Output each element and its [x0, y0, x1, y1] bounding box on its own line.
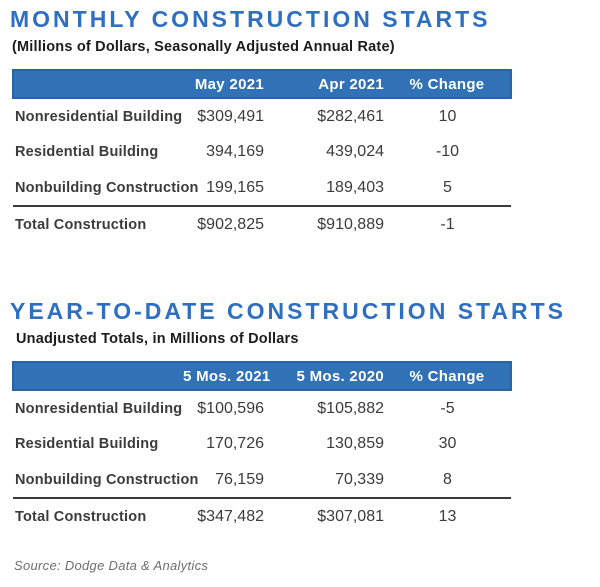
row-label: Total Construction: [15, 216, 147, 233]
table-row: Residential Building 170,726 130,859 30: [13, 426, 511, 462]
value-current-period: $347,482: [197, 507, 264, 525]
row-label: Nonresidential Building: [15, 108, 183, 125]
col-header-period1: 5 Mos. 2021: [183, 367, 271, 385]
table-row: Nonresidential Building $309,491 $282,46…: [13, 98, 511, 134]
total-row: Total Construction $902,825 $910,889 -1: [13, 206, 511, 242]
year-to-date-section: YEAR-TO-DATE CONSTRUCTION STARTS Unadjus…: [0, 298, 600, 534]
table-row: Residential Building 394,169 439,024 -10: [13, 134, 511, 170]
value-prior-period: 439,024: [326, 143, 384, 160]
row-label: Nonbuilding Construction: [15, 471, 199, 488]
table-row: Nonresidential Building $100,596 $105,88…: [13, 390, 511, 426]
value-prior-period: $282,461: [317, 107, 384, 125]
value-prior-period: 189,403: [326, 178, 384, 196]
col-header-period1: May 2021: [194, 75, 264, 93]
row-label: Total Construction: [15, 508, 147, 525]
col-header-period2: 5 Mos. 2020: [296, 367, 384, 385]
ytd-table-header: 5 Mos. 2021 5 Mos. 2020 % Change: [13, 362, 511, 390]
ytd-title: YEAR-TO-DATE CONSTRUCTION STARTS: [10, 298, 566, 324]
value-current-period: $100,596: [197, 399, 264, 417]
monthly-subtitle: (Millions of Dollars, Seasonally Adjuste…: [12, 39, 395, 55]
value-pct-change: -1: [440, 215, 455, 233]
monthly-table: May 2021 Apr 2021 % Change Nonresidentia…: [12, 69, 512, 242]
table-row: Nonbuilding Construction 76,159 70,339 8: [13, 462, 511, 498]
row-label: Residential Building: [15, 436, 159, 452]
value-pct-change: -5: [440, 399, 455, 417]
value-pct-change: 5: [443, 178, 452, 196]
col-header-blank: [13, 362, 183, 390]
col-header-change: % Change: [409, 75, 485, 93]
total-row: Total Construction $347,482 $307,081 13: [13, 498, 511, 534]
value-current-period: $309,491: [197, 107, 264, 125]
col-header-blank: [13, 70, 183, 98]
value-pct-change: 8: [443, 470, 452, 488]
value-prior-period: $105,882: [317, 399, 384, 417]
value-prior-period: $910,889: [317, 215, 384, 233]
monthly-section: MONTHLY CONSTRUCTION STARTS (Millions of…: [0, 6, 600, 242]
col-header-change: % Change: [409, 367, 485, 385]
monthly-table-header: May 2021 Apr 2021 % Change: [13, 70, 511, 98]
table-row: Nonbuilding Construction 199,165 189,403…: [13, 170, 511, 206]
row-label: Residential Building: [15, 144, 159, 160]
value-current-period: 76,159: [215, 470, 264, 488]
monthly-title: MONTHLY CONSTRUCTION STARTS: [10, 6, 491, 32]
value-pct-change: 10: [438, 107, 457, 125]
value-prior-period: $307,081: [317, 507, 384, 525]
value-current-period: 170,726: [206, 435, 264, 452]
ytd-subtitle: Unadjusted Totals, in Millions of Dollar…: [16, 331, 299, 347]
value-current-period: 394,169: [206, 143, 264, 160]
value-prior-period: 130,859: [326, 435, 384, 452]
value-pct-change: 13: [438, 507, 457, 525]
value-current-period: $902,825: [197, 215, 264, 233]
source-attribution: Source: Dodge Data & Analytics: [14, 558, 209, 573]
value-prior-period: 70,339: [335, 470, 384, 488]
value-pct-change: -10: [435, 143, 460, 160]
ytd-table: 5 Mos. 2021 5 Mos. 2020 % Change Nonresi…: [12, 361, 512, 534]
value-current-period: 199,165: [206, 178, 264, 196]
row-label: Nonbuilding Construction: [15, 179, 199, 196]
col-header-period2: Apr 2021: [318, 75, 384, 93]
value-pct-change: 30: [438, 435, 457, 452]
row-label: Nonresidential Building: [15, 400, 183, 417]
